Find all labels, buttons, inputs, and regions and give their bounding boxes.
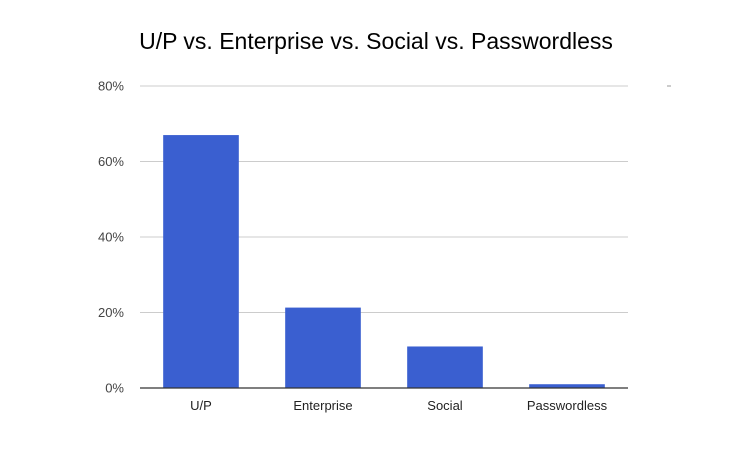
y-tick-label: 20% [98, 305, 124, 320]
y-tick-label: 40% [98, 230, 124, 245]
y-tick-label: 80% [98, 79, 124, 94]
y-tick-labels: 0% 20% 40% 60% 80% [98, 79, 124, 396]
x-tick-label: U/P [190, 398, 212, 413]
bar-1 [285, 307, 361, 388]
y-tick-label: 60% [98, 154, 124, 169]
x-tick-label: Enterprise [293, 398, 352, 413]
x-tick-label: Social [427, 398, 463, 413]
bar-3 [529, 384, 605, 388]
chart-title: U/P vs. Enterprise vs. Social vs. Passwo… [139, 28, 613, 54]
x-tick-labels: U/P Enterprise Social Passwordless [190, 398, 607, 413]
x-tick-label: Passwordless [527, 398, 608, 413]
bar-0 [163, 135, 239, 388]
y-tick-label: 0% [105, 381, 124, 396]
bars [163, 135, 605, 388]
bar-2 [407, 346, 483, 388]
axes [140, 85, 671, 389]
